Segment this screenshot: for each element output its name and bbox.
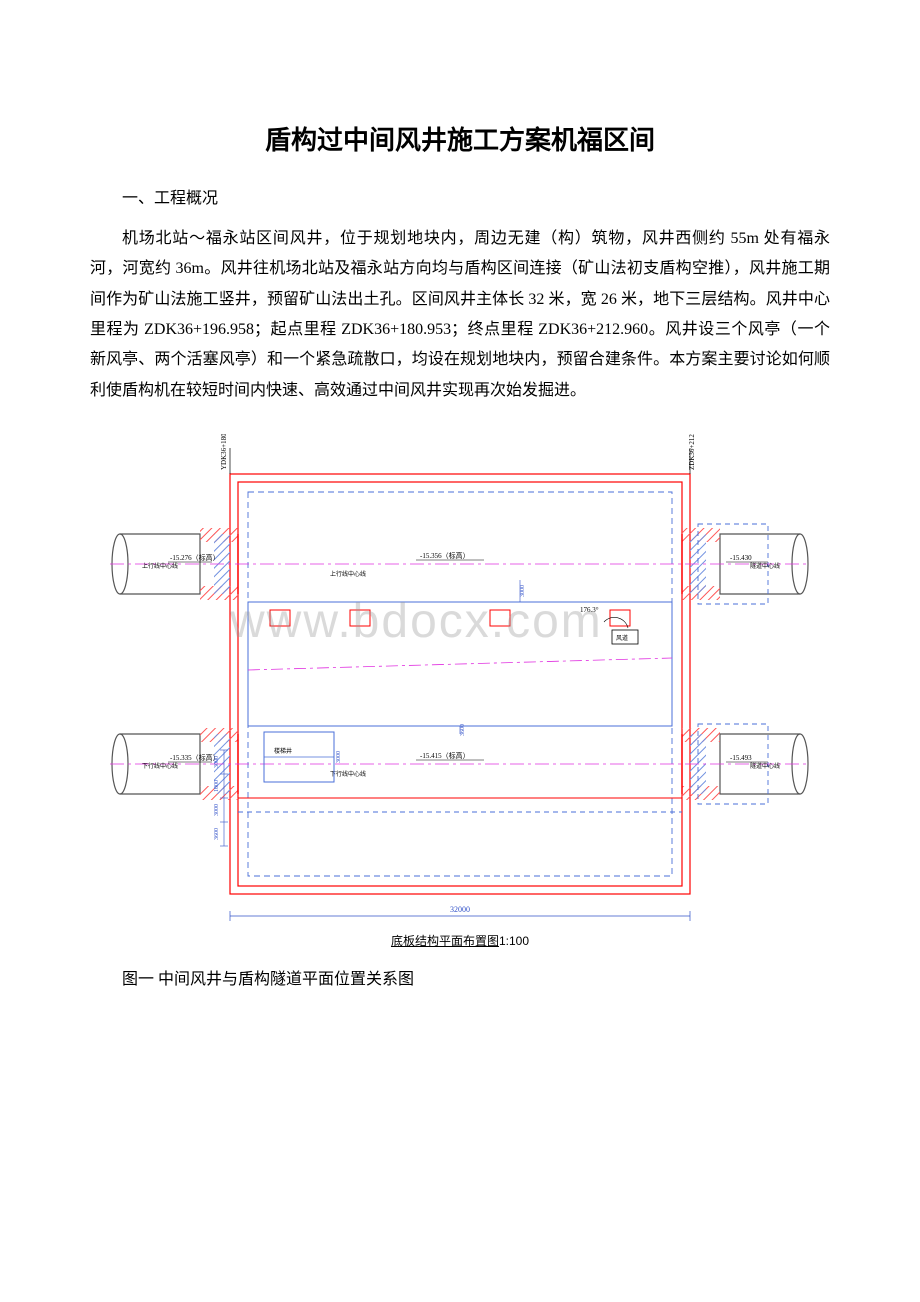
svg-text:-15.493: -15.493 (730, 754, 752, 762)
svg-text:3600: 3600 (460, 724, 466, 736)
svg-text:ZDK36+212.960: ZDK36+212.960 (688, 434, 696, 470)
svg-text:1000: 1000 (214, 780, 220, 792)
svg-text:3600: 3600 (214, 828, 220, 840)
svg-text:风道: 风道 (616, 634, 628, 642)
svg-text:176.3°: 176.3° (580, 606, 599, 614)
svg-text:上行线中心线: 上行线中心线 (330, 570, 366, 578)
svg-text:楼梯井: 楼梯井 (274, 747, 292, 755)
svg-text:下行线中心线: 下行线中心线 (142, 762, 178, 770)
svg-text:上行线中心线: 上行线中心线 (142, 562, 178, 570)
svg-text:3000: 3000 (520, 585, 526, 597)
svg-text:YDK36+180.953: YDK36+180.953 (220, 434, 228, 470)
svg-text:隧道中心线: 隧道中心线 (750, 562, 780, 570)
svg-text:-15.276（标高）: -15.276（标高） (170, 553, 220, 562)
document-title: 盾构过中间风井施工方案机福区间 (90, 120, 830, 157)
svg-text:3000: 3000 (214, 756, 220, 768)
figure-1-plan-drawing: YDK36+180.953 ZDK36+212.960 -15.276（标高） -15… (110, 434, 810, 954)
svg-text:隧道中心线: 隧道中心线 (750, 762, 780, 770)
svg-text:下行线中心线: 下行线中心线 (330, 770, 366, 778)
svg-text:-15.335（标高）: -15.335（标高） (170, 753, 220, 762)
svg-text:32000: 32000 (450, 905, 470, 914)
svg-text:3000: 3000 (336, 751, 342, 763)
figure-1-caption: 图一 中间风井与盾构隧道平面位置关系图 (90, 965, 830, 989)
svg-text:-15.356（标高）: -15.356（标高） (420, 551, 470, 560)
svg-text:3000: 3000 (214, 804, 220, 816)
section-1-heading: 一、工程概况 (90, 185, 830, 214)
overview-paragraph: 机场北站～福永站区间风井，位于规划地块内，周边无建（构）筑物，风井西侧约 55m… (90, 224, 830, 406)
svg-text:-15.430: -15.430 (730, 554, 752, 562)
svg-text:-15.415（标高）: -15.415（标高） (420, 751, 470, 760)
